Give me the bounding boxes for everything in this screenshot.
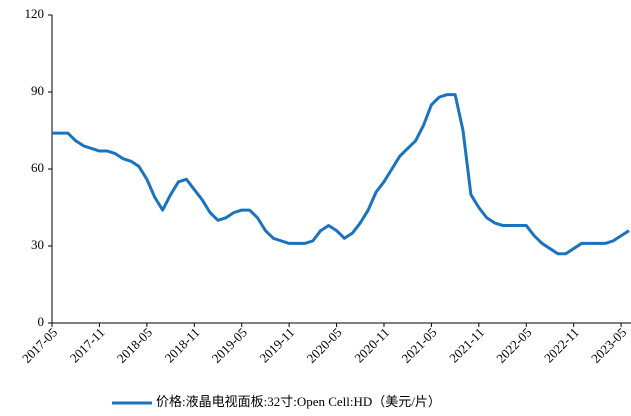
x-tick-label: 2019-05 (209, 325, 250, 366)
y-tick-label: 30 (31, 237, 44, 252)
y-tick-label: 90 (31, 83, 44, 98)
x-tick-label: 2018-11 (162, 325, 203, 366)
x-tick-label: 2020-11 (351, 325, 392, 366)
x-tick-label: 2023-05 (588, 325, 629, 366)
x-tick-label: 2022-05 (493, 325, 534, 366)
legend-label: 价格:液晶电视面板:32寸:Open Cell:HD（美元/片） (156, 394, 441, 409)
y-tick-label: 0 (38, 314, 45, 329)
y-tick-label: 120 (25, 6, 45, 21)
x-tick-label: 2022-11 (541, 325, 582, 366)
line (52, 93, 630, 256)
x-tick-label: 2021-05 (398, 325, 439, 366)
x-tick-label: 2017-11 (67, 325, 108, 366)
x-tick-label: 2021-11 (446, 325, 487, 366)
x-tick-label: 2020-05 (304, 325, 345, 366)
x-tick-label: 2018-05 (114, 325, 155, 366)
x-tick-label: 2017-05 (19, 325, 60, 366)
x-tick-label: 2019-11 (256, 325, 297, 366)
y-tick-label: 60 (31, 160, 44, 175)
